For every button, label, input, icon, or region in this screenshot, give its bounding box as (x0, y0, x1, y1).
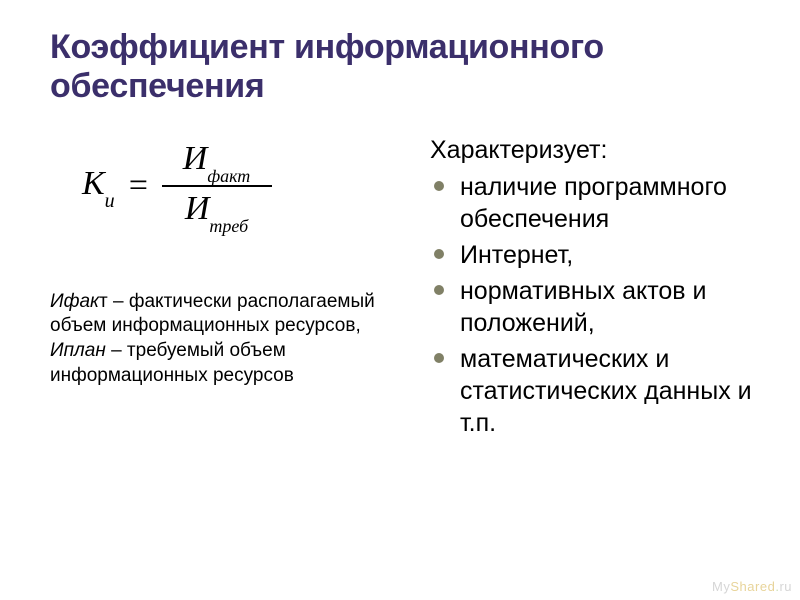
watermark-ru: ru (779, 579, 792, 594)
num-sub: факт (207, 166, 250, 186)
characterizes-label: Характеризует: (430, 136, 760, 165)
definitions: Ифакт – фактически располагаемый объем и… (50, 290, 400, 389)
num-var: И (183, 140, 208, 177)
content-row: Ки = Ифакт Итреб Ифакт – фактически расп… (50, 136, 760, 443)
slide: Коэффициент информационного обеспечения … (0, 0, 800, 600)
formula-var-k: К (82, 165, 105, 202)
formula-eq: = (127, 167, 150, 205)
list-item: нормативных актов и положений, (430, 275, 760, 339)
list-item: математических и статистических данных и… (430, 343, 760, 439)
formula-sub-i: и (105, 190, 115, 212)
fraction: Ифакт Итреб (162, 140, 272, 232)
list-item: Интернет, (430, 239, 760, 271)
formula-lhs: Ки (82, 165, 115, 208)
def1-rest: т – фактически располагаемый объем инфор… (50, 291, 375, 337)
bullet-list: наличие программного обеспечения Интерне… (430, 171, 760, 439)
watermark: MyShared.ru (712, 579, 792, 594)
left-column: Ки = Ифакт Итреб Ифакт – фактически расп… (50, 136, 410, 443)
watermark-my: My (712, 579, 730, 594)
def1-ital: Ифак (50, 291, 99, 312)
den-sub: треб (209, 216, 248, 236)
def2-ital: Иплан (50, 340, 106, 361)
watermark-shared: Shared (730, 579, 775, 594)
formula: Ки = Ифакт Итреб (82, 140, 410, 232)
slide-title: Коэффициент информационного обеспечения (50, 28, 760, 106)
fraction-denominator: Итреб (179, 187, 254, 232)
den-var: И (185, 190, 210, 227)
list-item: наличие программного обеспечения (430, 171, 760, 235)
right-column: Характеризует: наличие программного обес… (430, 136, 760, 443)
fraction-numerator: Ифакт (177, 140, 257, 185)
